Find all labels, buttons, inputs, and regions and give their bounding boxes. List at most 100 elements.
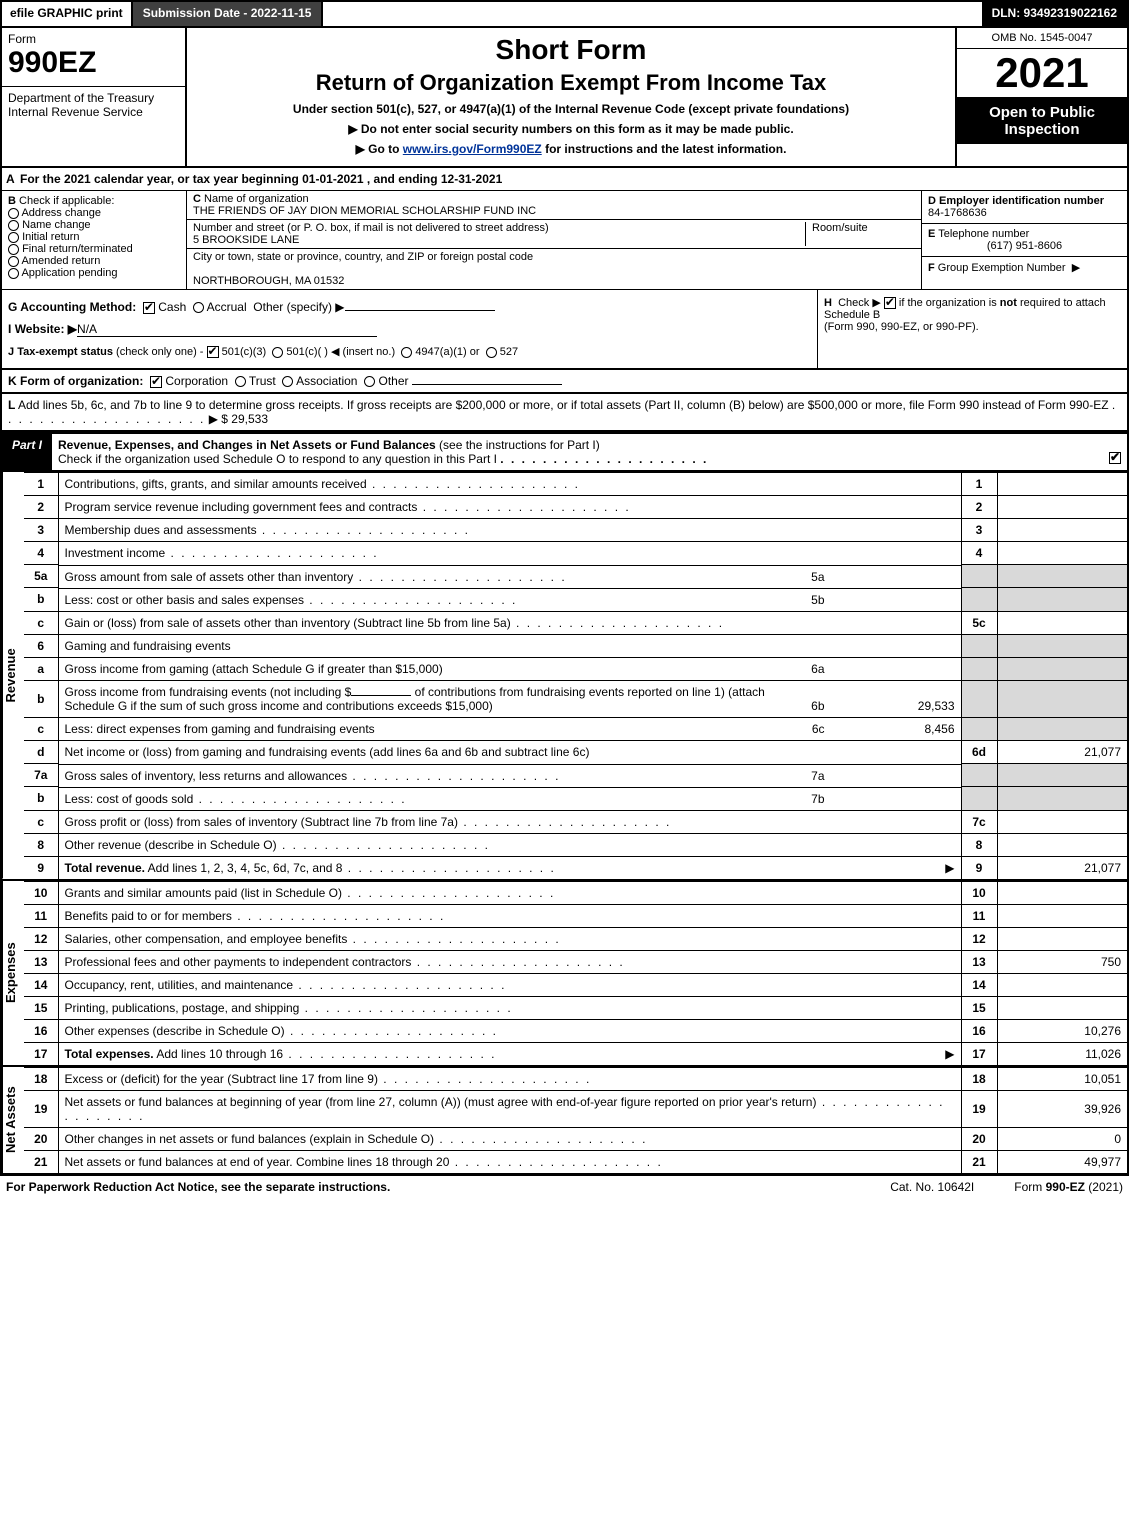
ln17-arrow-icon: ▶ [945, 1047, 954, 1061]
initial-return-radio[interactable] [8, 232, 19, 243]
cash-checkbox[interactable] [143, 302, 155, 314]
ln8-desc: Other revenue (describe in Schedule O) [65, 838, 277, 852]
schedule-o-checkbox[interactable] [1109, 452, 1121, 464]
part-i-label: Part I [2, 434, 52, 470]
dots-icon [378, 1072, 591, 1086]
ln21-desc: Net assets or fund balances at end of ye… [65, 1155, 450, 1169]
ln6b-midamt: 29,533 [835, 699, 955, 713]
l-letter: L [8, 398, 15, 412]
final-return-radio[interactable] [8, 244, 19, 255]
table-row: 15Printing, publications, postage, and s… [24, 996, 1127, 1019]
k-other-input[interactable] [412, 384, 562, 385]
dots-icon [347, 769, 560, 783]
ln14-desc: Occupancy, rent, utilities, and maintena… [65, 978, 294, 992]
4947-radio[interactable] [401, 347, 412, 358]
ln16-no: 16 [24, 1019, 58, 1042]
association-radio[interactable] [282, 376, 293, 387]
part-i-title: Revenue, Expenses, and Changes in Net As… [52, 434, 1127, 470]
501c-radio[interactable] [272, 347, 283, 358]
ln7a-shade [961, 764, 997, 787]
ln7a-desc: Gross sales of inventory, less returns a… [65, 769, 348, 783]
line-l: L Add lines 5b, 6c, and 7b to line 9 to … [0, 393, 1129, 432]
ln21-amt: 49,977 [997, 1150, 1127, 1173]
gh-row: G Accounting Method: Cash Accrual Other … [0, 290, 1129, 369]
amended-return-radio[interactable] [8, 256, 19, 267]
table-row: 18Excess or (deficit) for the year (Subt… [24, 1067, 1127, 1090]
submission-date-button[interactable]: Submission Date - 2022-11-15 [133, 2, 324, 26]
ln20-box: 20 [961, 1127, 997, 1150]
501c3-checkbox[interactable] [207, 346, 219, 358]
ln17-no: 17 [24, 1042, 58, 1065]
ln5a-shade [961, 565, 997, 588]
527-radio[interactable] [486, 347, 497, 358]
col-b: B Check if applicable: Address change Na… [2, 191, 187, 289]
dots-icon [449, 1155, 662, 1169]
other-radio[interactable] [364, 376, 375, 387]
k-lbl: Form of organization: [20, 374, 143, 388]
ln6c-amt-shade [997, 717, 1127, 741]
table-row: 11Benefits paid to or for members11 [24, 904, 1127, 927]
ln14-no: 14 [24, 973, 58, 996]
e-letter: E [928, 228, 935, 240]
j-letter: J [8, 346, 14, 358]
ln7a-no: 7a [24, 764, 58, 787]
dots-icon [304, 593, 517, 607]
netassets-table: 18Excess or (deficit) for the year (Subt… [24, 1067, 1127, 1173]
table-row: 20Other changes in net assets or fund ba… [24, 1127, 1127, 1150]
ln18-no: 18 [24, 1067, 58, 1090]
name-change-radio[interactable] [8, 220, 19, 231]
ln6b-contrib-input[interactable] [351, 695, 411, 696]
h-check: Check ▶ [838, 297, 881, 309]
app-pending-radio[interactable] [8, 268, 19, 279]
revenue-section: Revenue 1Contributions, gifts, grants, a… [0, 470, 1129, 879]
c-name-lbl: Name of organization [204, 193, 309, 205]
ln15-no: 15 [24, 996, 58, 1019]
schedule-b-checkbox[interactable] [884, 297, 896, 309]
accrual-radio[interactable] [193, 302, 204, 313]
ln6c-midamt: 8,456 [835, 722, 955, 736]
j-501c3: 501(c)(3) [222, 346, 267, 358]
dots-icon [232, 909, 445, 923]
ln6d-desc: Net income or (loss) from gaming and fun… [58, 741, 961, 764]
ln5b-midbox: 5b [801, 593, 834, 607]
table-row: 19Net assets or fund balances at beginni… [24, 1090, 1127, 1127]
table-row: 14 Occupancy, rent, utilities, and mainte… [24, 973, 1127, 996]
publicity-note-1: Do not enter social security numbers on … [191, 122, 951, 136]
trust-radio[interactable] [235, 376, 246, 387]
dots-icon [417, 500, 630, 514]
bcdef-block: B Check if applicable: Address change Na… [0, 191, 1129, 290]
ln10-no: 10 [24, 881, 58, 904]
dots-icon [193, 792, 406, 806]
ln13-box: 13 [961, 950, 997, 973]
efile-print-button[interactable]: efile GRAPHIC print [2, 2, 133, 26]
table-row: 2Program service revenue including gover… [24, 496, 1127, 519]
i-lbl: Website: ▶ [15, 322, 77, 336]
i-letter: I [8, 322, 11, 336]
ln6a-midbox: 6a [801, 662, 834, 676]
table-row: 4Investment income4 [24, 542, 1127, 565]
irs-link[interactable]: www.irs.gov/Form990EZ [403, 142, 542, 156]
ln4-desc: Investment income [65, 546, 166, 560]
table-row: dNet income or (loss) from gaming and fu… [24, 741, 1127, 764]
g-other-input[interactable] [345, 310, 495, 311]
ln5a-desc: Gross amount from sale of assets other t… [65, 570, 354, 584]
corporation-checkbox[interactable] [150, 376, 162, 388]
ln7b-midbox: 7b [801, 792, 834, 806]
f-arrow-icon: ▶ [1072, 262, 1080, 274]
addr-change-radio[interactable] [8, 208, 19, 219]
ln13-amt: 750 [997, 950, 1127, 973]
footer-form-num: 990-EZ [1046, 1180, 1085, 1194]
ln10-amt [997, 881, 1127, 904]
ln3-desc: Membership dues and assessments [65, 523, 257, 537]
ln5a-midamt [835, 570, 955, 584]
tax-year: 2021 [957, 49, 1127, 98]
b-letter: B [8, 195, 16, 207]
ln9-desc2: Add lines 1, 2, 3, 4, 5c, 6d, 7c, and 8 [145, 861, 342, 875]
h-text2: if the organization is [899, 297, 1000, 309]
ln6b-no: b [24, 680, 58, 717]
ln6a-amt-shade [997, 657, 1127, 680]
ln19-amt: 39,926 [997, 1090, 1127, 1127]
dots-icon [277, 838, 490, 852]
g-accrual: Accrual [207, 300, 247, 314]
ln12-no: 12 [24, 927, 58, 950]
